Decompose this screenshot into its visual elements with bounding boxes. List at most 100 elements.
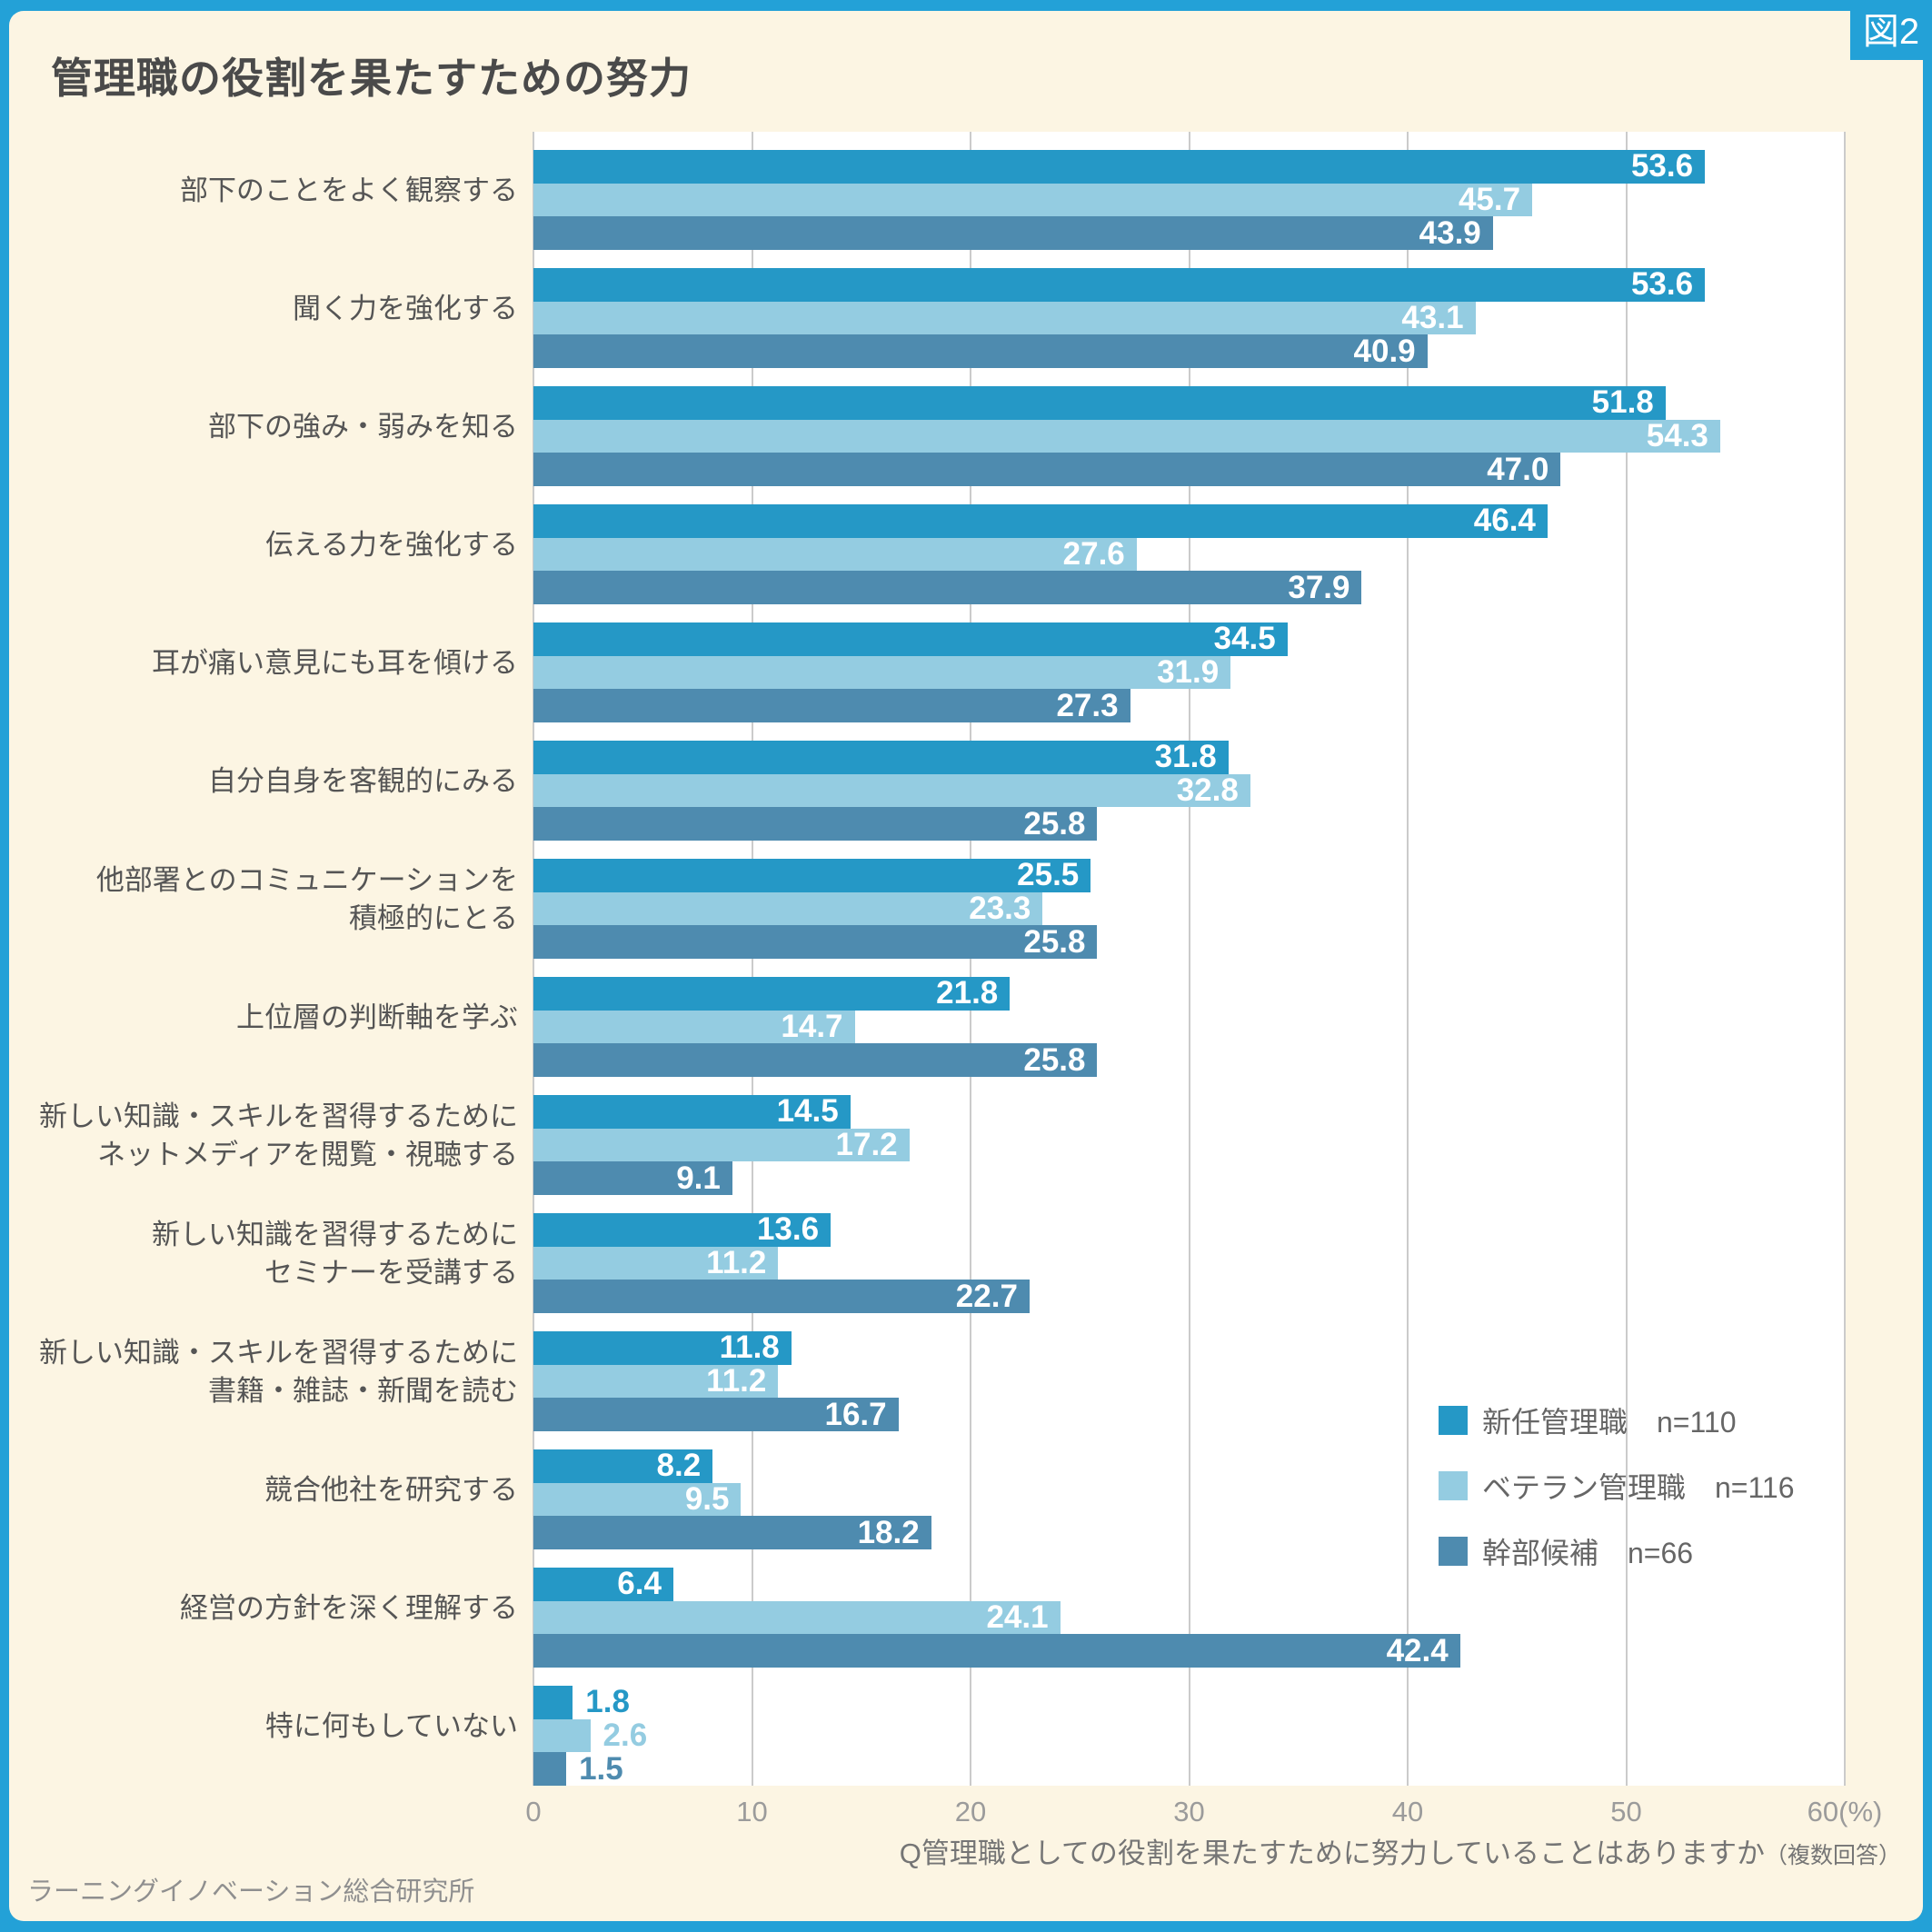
bar: 51.8 bbox=[533, 384, 1666, 421]
bar-value-label: 9.1 bbox=[676, 1160, 721, 1196]
bar: 25.8 bbox=[533, 1041, 1098, 1078]
bar-value-label: 25.8 bbox=[1023, 805, 1086, 842]
bar-value-label: 46.4 bbox=[1473, 503, 1536, 539]
bar: 45.7 bbox=[533, 181, 1533, 217]
bar: 6.4 bbox=[533, 1566, 673, 1602]
bar: 27.3 bbox=[533, 687, 1130, 723]
question-footnote: Q管理職としての役割を果たすために努力していることはありますか（複数回答） bbox=[900, 1830, 1901, 1871]
bar: 43.9 bbox=[533, 214, 1493, 251]
bar-value-label: 27.3 bbox=[1056, 687, 1119, 723]
bar-value-label: 47.0 bbox=[1487, 451, 1549, 487]
legend-swatch bbox=[1439, 1471, 1468, 1500]
gridline bbox=[533, 132, 534, 1786]
bar: 16.7 bbox=[533, 1396, 899, 1432]
bar-value-label: 53.6 bbox=[1630, 148, 1694, 184]
legend: 新任管理職 n=110 ベテラン管理職 n=116 幹部候補 n=66 bbox=[1439, 1399, 1795, 1596]
bar: 31.8 bbox=[533, 739, 1229, 775]
bar: 14.5 bbox=[533, 1093, 851, 1129]
axis-tick-label: 40 bbox=[1391, 1796, 1424, 1827]
bar-value-label: 13.6 bbox=[756, 1211, 820, 1248]
bar: 42.4 bbox=[533, 1632, 1460, 1668]
axis-tick-label: 20 bbox=[954, 1796, 987, 1827]
bar: 46.4 bbox=[533, 503, 1548, 539]
gridline bbox=[970, 132, 971, 1786]
bar-value-label: 17.2 bbox=[835, 1126, 898, 1162]
bar: 25.5 bbox=[533, 857, 1091, 893]
figure-number-badge: 図2 bbox=[1850, 0, 1932, 60]
x-axis: 0 10 20 30 40 50 60(%) bbox=[525, 1796, 1882, 1832]
bar-value-label: 11.2 bbox=[706, 1244, 767, 1280]
bar: 27.6 bbox=[533, 535, 1137, 572]
bar-value-label: 43.9 bbox=[1419, 214, 1481, 251]
legend-label: 幹部候補 n=66 bbox=[1482, 1537, 1694, 1569]
bar-value-label: 22.7 bbox=[955, 1278, 1018, 1314]
bar-value-label: 53.6 bbox=[1630, 266, 1694, 303]
bar: 11.2 bbox=[533, 1244, 779, 1280]
legend-label: ベテラン管理職 n=116 bbox=[1482, 1471, 1795, 1504]
bar-value-label: 9.5 bbox=[684, 1480, 730, 1517]
bar-value-label: 16.7 bbox=[824, 1396, 887, 1432]
bar-value-label: 23.3 bbox=[969, 890, 1031, 926]
axis-tick-label: 50 bbox=[1610, 1796, 1642, 1827]
bar-value-label: 11.2 bbox=[706, 1362, 767, 1399]
bar-value-label: 18.2 bbox=[857, 1514, 920, 1550]
bar-value-label: 21.8 bbox=[936, 975, 999, 1011]
bar: 13.6 bbox=[533, 1211, 832, 1248]
bar: 54.3 bbox=[533, 418, 1720, 453]
bar: 53.6 bbox=[533, 266, 1706, 303]
gridline bbox=[1625, 132, 1628, 1786]
bar-value-label: 11.8 bbox=[719, 1329, 780, 1366]
gridline bbox=[1844, 132, 1846, 1786]
bar: 40.9 bbox=[533, 334, 1428, 369]
bar: 17.2 bbox=[533, 1126, 910, 1162]
bar-value-label: 51.8 bbox=[1591, 384, 1654, 421]
axis-tick-label: 10 bbox=[736, 1796, 768, 1827]
chart-title: 管理職の役割を果たすための努力 bbox=[51, 55, 692, 102]
bar-value-label: 31.9 bbox=[1157, 653, 1220, 690]
gridline bbox=[1407, 132, 1409, 1786]
bar: 37.9 bbox=[533, 569, 1362, 605]
question-text: Q管理職としての役割を果たすために努力していることはありますか bbox=[899, 1837, 1765, 1869]
legend-label: 新任管理職 n=110 bbox=[1482, 1406, 1737, 1439]
gridline bbox=[751, 132, 753, 1786]
bar: 1.8 bbox=[533, 1684, 630, 1719]
bar: 2.6 bbox=[533, 1718, 647, 1753]
bar-value-label: 34.5 bbox=[1213, 621, 1276, 657]
bar-value-label: 45.7 bbox=[1458, 181, 1521, 217]
bar-value-label: 1.8 bbox=[585, 1684, 630, 1720]
bar-value-label: 31.8 bbox=[1154, 739, 1217, 775]
bar: 14.7 bbox=[533, 1009, 855, 1044]
bar-value-label: 42.4 bbox=[1386, 1632, 1449, 1668]
bar-value-label: 25.8 bbox=[1023, 1041, 1086, 1078]
plot-area: 53.6 45.7 43.9 53.6 43.1 40.9 51.8 54.3 47.0 46.4… bbox=[533, 132, 1846, 1787]
legend-swatch bbox=[1439, 1406, 1468, 1435]
question-note-small: （複数回答） bbox=[1764, 1843, 1901, 1868]
legend-item: ベテラン管理職 n=116 bbox=[1439, 1465, 1795, 1507]
bar-value-label: 43.1 bbox=[1401, 299, 1464, 335]
bar: 34.5 bbox=[533, 621, 1288, 657]
axis-tick-label: 60(%) bbox=[1807, 1796, 1883, 1827]
bar-value-label: 6.4 bbox=[617, 1566, 662, 1602]
bar-value-label: 8.2 bbox=[656, 1448, 702, 1484]
bar: 43.1 bbox=[533, 299, 1476, 335]
bar-value-label: 25.8 bbox=[1023, 923, 1086, 960]
bar: 32.8 bbox=[533, 772, 1250, 808]
bar: 11.8 bbox=[533, 1329, 792, 1366]
bar-value-label: 37.9 bbox=[1288, 569, 1350, 605]
bar: 9.5 bbox=[533, 1480, 742, 1517]
bar-value-label: 24.1 bbox=[986, 1598, 1049, 1635]
bar: 9.1 bbox=[533, 1160, 732, 1196]
source-credit: ラーニングイノベーション総合研究所 bbox=[27, 1877, 475, 1907]
bar: 1.5 bbox=[533, 1751, 623, 1787]
bar: 25.8 bbox=[533, 805, 1098, 842]
legend-item: 幹部候補 n=66 bbox=[1439, 1530, 1795, 1572]
bar-value-label: 27.6 bbox=[1062, 535, 1125, 572]
bar-value-label: 25.5 bbox=[1017, 857, 1080, 893]
bar: 24.1 bbox=[533, 1598, 1061, 1635]
bar: 53.6 bbox=[533, 148, 1706, 184]
bar: 21.8 bbox=[533, 975, 1011, 1011]
bar-value-label: 32.8 bbox=[1176, 772, 1239, 808]
bar: 11.2 bbox=[533, 1362, 779, 1399]
gridline bbox=[1188, 132, 1190, 1786]
